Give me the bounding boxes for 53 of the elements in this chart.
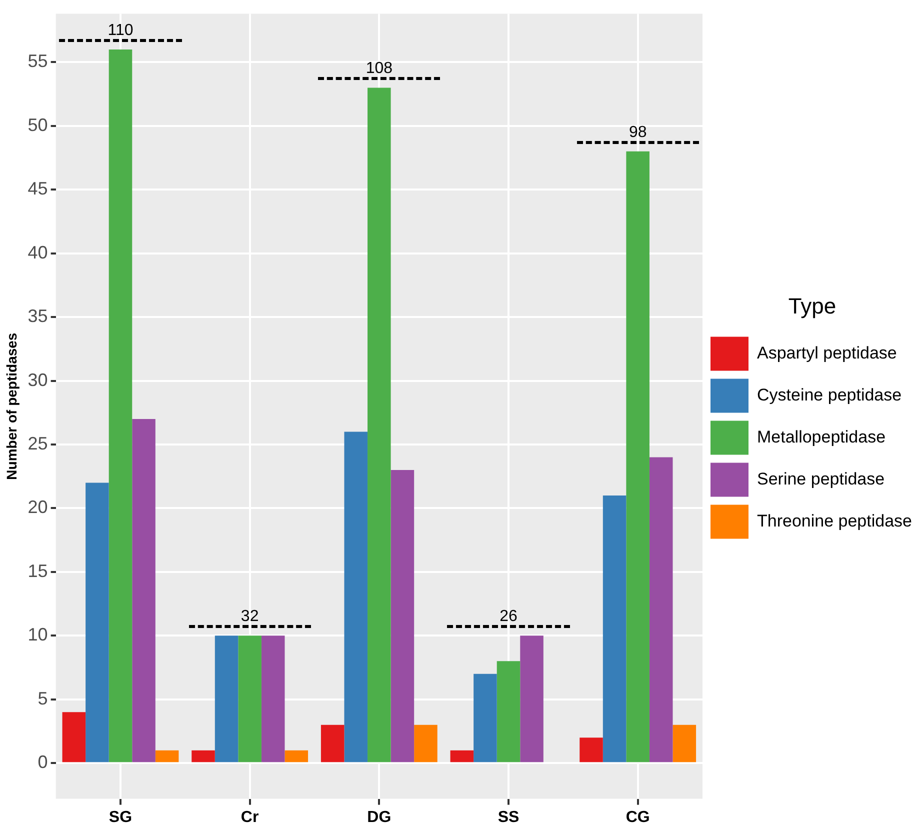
- legend-label: Serine peptidase: [757, 469, 885, 488]
- bar: [238, 636, 262, 762]
- bar: [192, 750, 215, 762]
- x-tick-label: SG: [108, 808, 132, 826]
- x-tick-label: DG: [367, 808, 392, 826]
- y-tick-label: 50: [28, 114, 48, 135]
- total-label: 32: [240, 608, 259, 626]
- y-tick-label: 40: [28, 242, 48, 262]
- legend-label: Metallopeptidase: [757, 427, 886, 446]
- y-tick-label: 30: [28, 370, 48, 390]
- total-label: 98: [628, 124, 647, 141]
- bar: [520, 636, 544, 762]
- x-tick-label: SS: [498, 808, 520, 826]
- total-label: 108: [366, 60, 393, 78]
- bar: [672, 724, 696, 762]
- bar: [390, 470, 414, 762]
- x-tick-label: CG: [626, 808, 650, 826]
- bar: [414, 724, 438, 762]
- y-tick-label: 15: [28, 560, 48, 581]
- y-tick-label: 35: [28, 306, 48, 326]
- legend-label: Threonine peptidase: [757, 511, 912, 530]
- y-tick-label: 45: [28, 178, 48, 199]
- bar: [344, 432, 368, 762]
- bar: [62, 712, 86, 762]
- bar: [214, 636, 238, 762]
- bar: [132, 419, 156, 762]
- bar: [320, 724, 344, 762]
- y-tick-label: 5: [38, 688, 48, 708]
- bar: [284, 750, 308, 762]
- bar: [580, 738, 603, 762]
- y-tick-label: 20: [28, 497, 48, 518]
- x-tick-label: Cr: [240, 808, 259, 826]
- bar: [108, 49, 132, 762]
- y-tick-label: 0: [38, 752, 48, 772]
- bar: [474, 674, 497, 762]
- bar: [626, 151, 650, 762]
- bar: [261, 636, 285, 762]
- y-tick-label: 10: [28, 624, 48, 645]
- legend-title: Type: [788, 293, 836, 318]
- bar: [368, 88, 391, 762]
- bar: [649, 457, 673, 762]
- legend-label: Aspartyl peptidase: [757, 343, 897, 362]
- bar: [155, 750, 179, 762]
- y-tick-label: 25: [28, 434, 48, 454]
- total-label: 110: [108, 22, 134, 39]
- y-axis-title: Number of peptidases: [3, 332, 20, 480]
- bar: [450, 750, 474, 762]
- bar: [86, 482, 109, 762]
- total-label: 26: [500, 608, 518, 626]
- legend-label: Cysteine peptidase: [757, 385, 902, 404]
- bar: [602, 496, 626, 762]
- y-tick-label: 55: [28, 51, 48, 72]
- bar: [496, 661, 520, 762]
